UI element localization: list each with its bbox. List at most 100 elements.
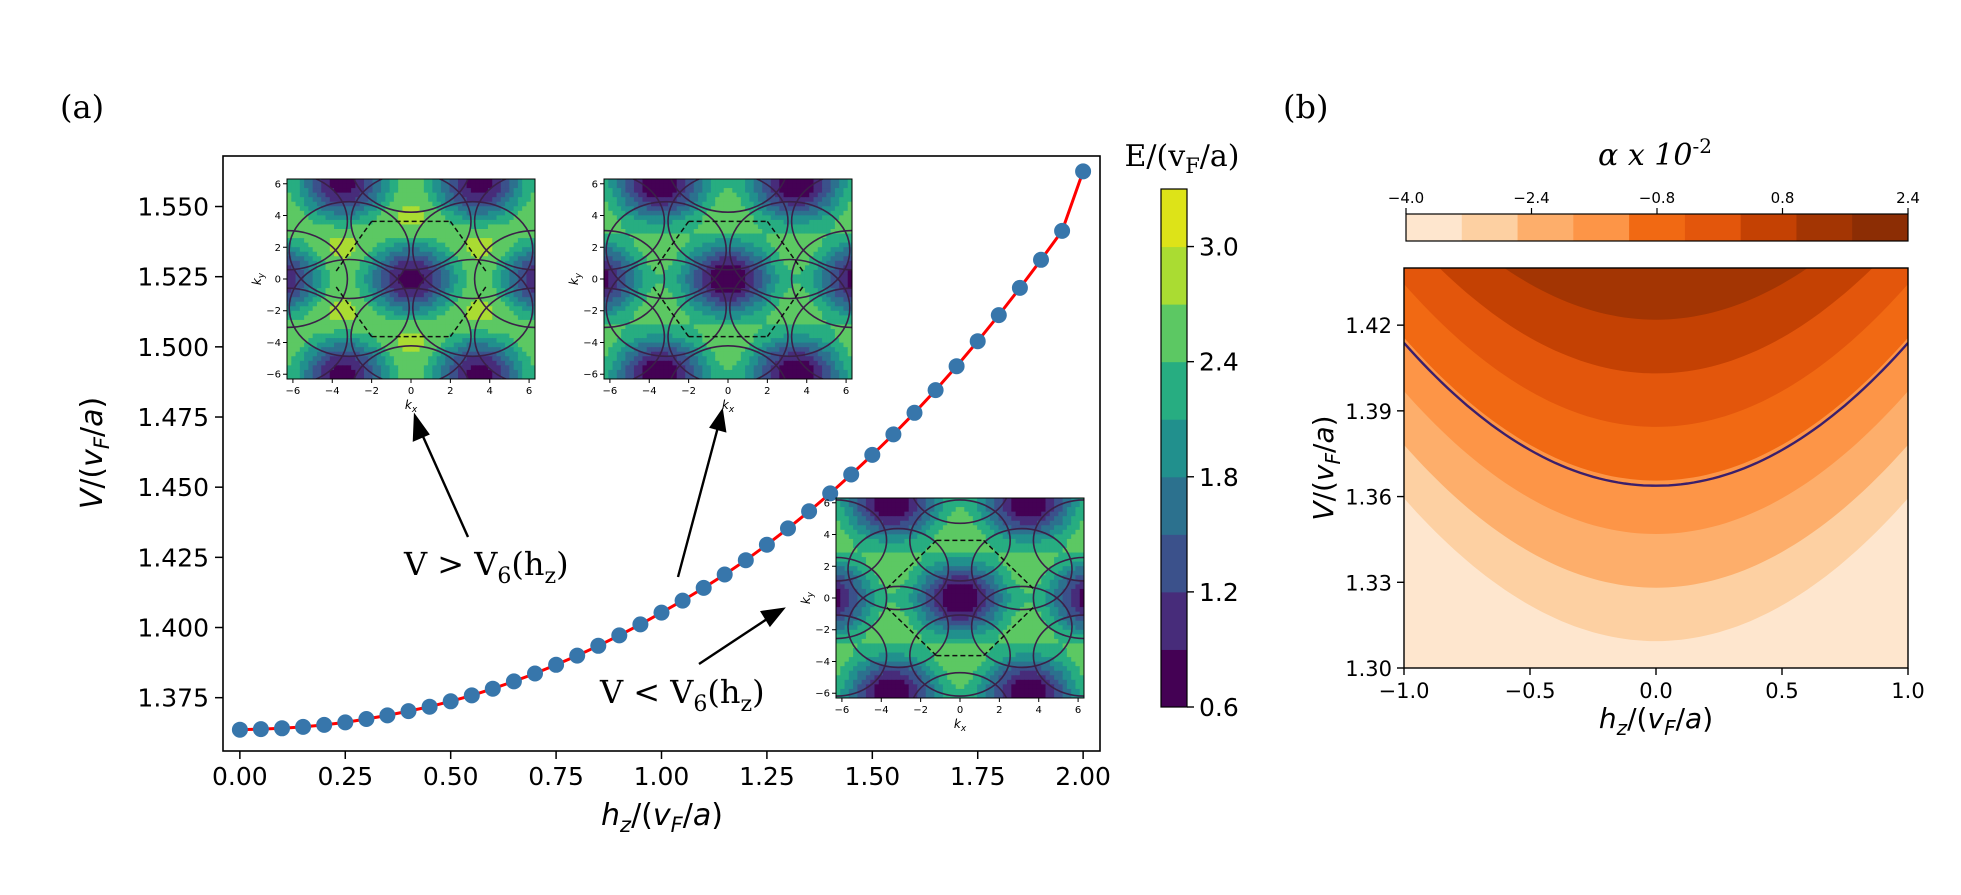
inset-cell (389, 356, 395, 362)
inset-cell (368, 310, 374, 316)
inset-cell (796, 283, 802, 289)
inset-cell (830, 269, 836, 276)
inset-cell (676, 279, 682, 285)
inset-cell (604, 319, 609, 326)
inset-cell (389, 201, 395, 207)
inset-cell (668, 329, 674, 335)
inset-cell (668, 356, 674, 362)
inset-cell (843, 251, 849, 257)
inset-cell (680, 342, 686, 348)
inset-cell (419, 197, 425, 203)
inset-cell (287, 369, 292, 376)
data-point (1054, 222, 1071, 239)
inset-cell (436, 188, 442, 194)
inset-cell (612, 301, 618, 307)
inset-cell (389, 224, 395, 230)
inset-cell (423, 242, 429, 248)
inset-cell (659, 219, 665, 226)
inset-cell (338, 329, 344, 335)
inset-cell (419, 215, 425, 221)
inset-cell (792, 342, 798, 348)
inset-cell (419, 188, 425, 194)
inset-cell (804, 324, 810, 330)
inset-cell (783, 179, 789, 185)
inset-cell (830, 310, 836, 316)
inset-cell (710, 356, 716, 362)
inset-cell (655, 324, 661, 330)
inset-cell (680, 229, 686, 235)
inset-cell (385, 274, 391, 280)
inset-cell (423, 292, 429, 298)
inset-cell (642, 251, 648, 257)
inset-cell (530, 188, 535, 194)
inset-cell (629, 229, 635, 235)
inset-cell (804, 197, 810, 203)
inset-cell (312, 206, 318, 212)
inset-cell (736, 329, 742, 335)
inset-cell (800, 269, 806, 276)
inset-cell (466, 219, 472, 226)
inset-cell (757, 315, 763, 321)
inset-cell (522, 319, 528, 326)
inset-cell (830, 256, 836, 262)
inset-cell (715, 265, 721, 271)
inset-cell (393, 233, 399, 239)
inset-cell (604, 279, 609, 285)
inset-cell (621, 356, 626, 362)
inset-cell (625, 229, 631, 235)
inset-cell (779, 210, 785, 216)
inset-cell (445, 269, 451, 276)
inset-cell (329, 279, 335, 285)
inset-cell (800, 192, 806, 198)
inset-cell (334, 274, 339, 280)
inset-cell (642, 210, 648, 216)
inset-cell (672, 210, 678, 216)
inset-cell (625, 315, 631, 321)
inset-cell (693, 288, 699, 294)
inset-cell (834, 219, 840, 226)
inset-cell (308, 251, 314, 257)
inset-cell (680, 356, 686, 362)
inset-cell (415, 192, 421, 198)
inset-cell (839, 306, 845, 312)
inset-cell (359, 206, 365, 212)
inset-cell (655, 315, 661, 321)
inset-cell (847, 188, 852, 194)
inset-cell (470, 215, 476, 221)
inset-cell (342, 192, 348, 198)
inset-cell (475, 197, 481, 203)
inset-cell (334, 233, 339, 239)
inset-cell (432, 338, 438, 344)
inset-cell (513, 242, 519, 248)
inset-cell (693, 210, 699, 216)
inset-cell (304, 306, 309, 312)
inset-cell (436, 183, 442, 189)
inset-cell (316, 283, 322, 289)
inset-cell (775, 356, 780, 362)
inset-cell (766, 351, 772, 357)
inset-cell (334, 215, 339, 221)
inset-cell (428, 256, 433, 262)
inset-cell (479, 333, 485, 339)
inset-cell (462, 360, 468, 366)
inset-x-tick-label: −4 (325, 386, 340, 397)
inset-cell (440, 188, 446, 194)
y-tick-label: 1.450 (137, 473, 209, 502)
inset-cell (428, 292, 433, 298)
inset-cell (299, 233, 305, 239)
inset-cell (693, 279, 699, 285)
inset-cell (389, 192, 395, 198)
inset-cell (513, 356, 519, 362)
x-tick-label: 1.00 (634, 762, 690, 791)
inset-cell (308, 288, 314, 294)
inset-cell (500, 242, 506, 248)
inset-cell (616, 288, 622, 294)
inset-cell (642, 269, 648, 276)
inset-cell (402, 301, 408, 307)
inset-cell (470, 260, 476, 266)
inset-cell (749, 319, 755, 326)
inset-cell (346, 374, 352, 379)
inset-cell (398, 338, 404, 344)
inset-cell (616, 324, 622, 330)
inset-cell (834, 251, 840, 257)
